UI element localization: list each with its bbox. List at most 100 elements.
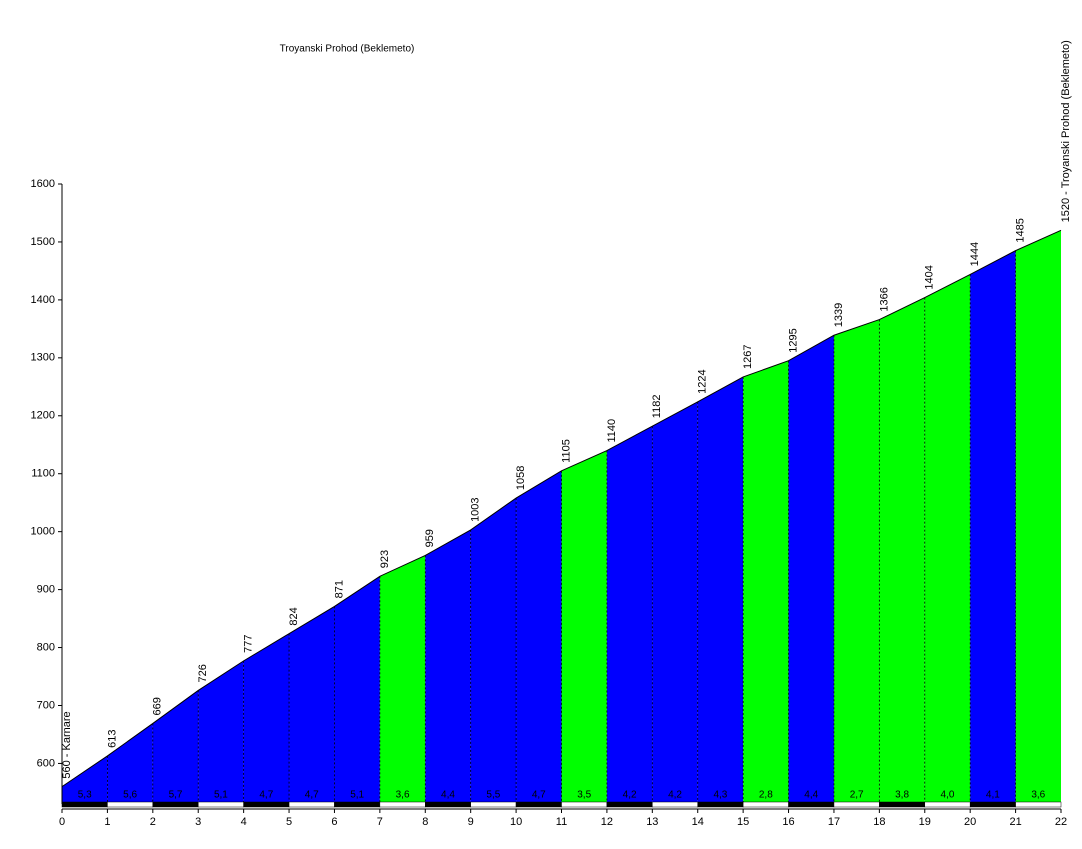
elevation-label: 726 [197, 664, 209, 682]
profile-segment [561, 450, 607, 804]
gradient-label: 3,5 [577, 790, 591, 801]
elevation-label: 1224 [697, 369, 709, 393]
elevation-label: 1366 [878, 287, 890, 311]
elevation-label: 1058 [515, 466, 527, 490]
elevation-label: 1140 [606, 419, 618, 443]
profile-segment [879, 297, 925, 804]
elevation-label: 1444 [969, 242, 981, 266]
gradient-strip [288, 801, 335, 808]
elevation-label: 1339 [833, 303, 845, 327]
gradient-label: 3,8 [895, 790, 909, 801]
chart-title: Troyanski Prohod (Beklemeto) [280, 44, 415, 55]
gradient-strip [425, 801, 471, 808]
profile-segment [697, 376, 744, 804]
elevation-label: 871 [333, 580, 345, 598]
gradient-label: 5,1 [350, 790, 364, 801]
gradient-strip [1015, 801, 1062, 808]
gradient-strip [152, 801, 199, 808]
elevation-label: 613 [106, 730, 118, 748]
elevation-label: 1267 [742, 344, 754, 368]
x-tick-label: 19 [919, 816, 931, 828]
gradient-label: 3,6 [396, 790, 410, 801]
y-tick-label: 1200 [31, 410, 55, 422]
profile-segment [198, 660, 244, 804]
elevation-label: 923 [379, 550, 391, 568]
gradient-strip [470, 801, 517, 808]
gradient-label: 4,3 [713, 790, 727, 801]
gradient-label: 4,7 [259, 790, 273, 801]
gradient-label: 4,2 [668, 790, 682, 801]
gradient-label: 4,7 [305, 790, 319, 801]
profile-segment [833, 319, 880, 804]
x-tick-label: 4 [241, 816, 247, 828]
gradient-label: 4,1 [986, 790, 1000, 801]
gradient-strip [107, 801, 154, 808]
y-tick-label: 1500 [31, 236, 55, 248]
y-tick-label: 900 [37, 584, 55, 596]
gradient-strip [334, 801, 381, 808]
profile-segment [425, 529, 471, 804]
gradient-label: 4,2 [623, 790, 637, 801]
y-tick-label: 1400 [31, 294, 55, 306]
profile-segment [379, 555, 426, 804]
elevation-label: 777 [243, 635, 255, 653]
gradient-strip [652, 801, 698, 808]
elevation-label: 824 [288, 607, 300, 625]
profile-segment [1015, 230, 1061, 805]
y-tick-label: 1300 [31, 352, 55, 364]
x-tick-label: 13 [646, 816, 658, 828]
x-tick-label: 17 [828, 816, 840, 828]
x-tick-label: 0 [59, 816, 65, 828]
x-tick-label: 5 [286, 816, 292, 828]
elevation-label: 1485 [1014, 218, 1026, 242]
profile-segment [62, 755, 108, 804]
gradient-strip [833, 801, 880, 808]
x-tick-label: 10 [510, 816, 522, 828]
x-tick-label: 20 [964, 816, 976, 828]
elevation-label: 669 [152, 697, 164, 715]
x-tick-label: 12 [601, 816, 613, 828]
profile-segment [334, 576, 380, 804]
profile-segment [788, 335, 834, 804]
elevation-label: 1295 [787, 328, 799, 352]
elevation-label: 1404 [924, 265, 936, 289]
y-tick-label: 1000 [31, 526, 55, 538]
gradient-label: 4,4 [804, 790, 818, 801]
gradient-label: 3,6 [1031, 790, 1045, 801]
x-tick-label: 2 [150, 816, 156, 828]
gradient-strip [969, 801, 1016, 808]
profile-segment [652, 401, 698, 804]
gradient-label: 5,7 [169, 790, 183, 801]
profile-segment [970, 250, 1016, 805]
x-tick-label: 1 [104, 816, 110, 828]
gradient-strip [606, 801, 653, 808]
gradient-label: 4,4 [441, 790, 455, 801]
profile-segment [606, 426, 653, 804]
x-tick-label: 22 [1055, 816, 1067, 828]
elevation-label: 1105 [560, 439, 572, 463]
profile-segment [924, 274, 971, 804]
elevation-label: 959 [424, 529, 436, 547]
gradient-label: 5,5 [486, 790, 500, 801]
gradient-strip [379, 801, 426, 808]
x-tick-label: 7 [377, 816, 383, 828]
gradient-label: 2,7 [850, 790, 864, 801]
elevation-label: 560 - Karnare [61, 711, 73, 778]
x-tick-label: 6 [331, 816, 337, 828]
gradient-label: 2,8 [759, 790, 773, 801]
gradient-strip [924, 801, 971, 808]
x-tick-label: 11 [556, 816, 567, 828]
gradient-strip [697, 801, 744, 808]
x-tick-label: 21 [1009, 816, 1021, 828]
profile-line [61, 229, 1062, 788]
gradient-strip [243, 801, 290, 808]
x-tick-label: 18 [873, 816, 885, 828]
y-tick-label: 800 [37, 641, 55, 653]
profile-segment [243, 633, 290, 804]
gradient-strip [61, 801, 108, 808]
profile-segment [107, 723, 153, 804]
elevation-label: 1520 - Troyanski Prohod (Beklemeto) [1060, 40, 1072, 222]
gradient-strip [742, 801, 789, 808]
y-tick-label: 700 [37, 699, 55, 711]
y-tick-label: 1100 [31, 468, 55, 480]
